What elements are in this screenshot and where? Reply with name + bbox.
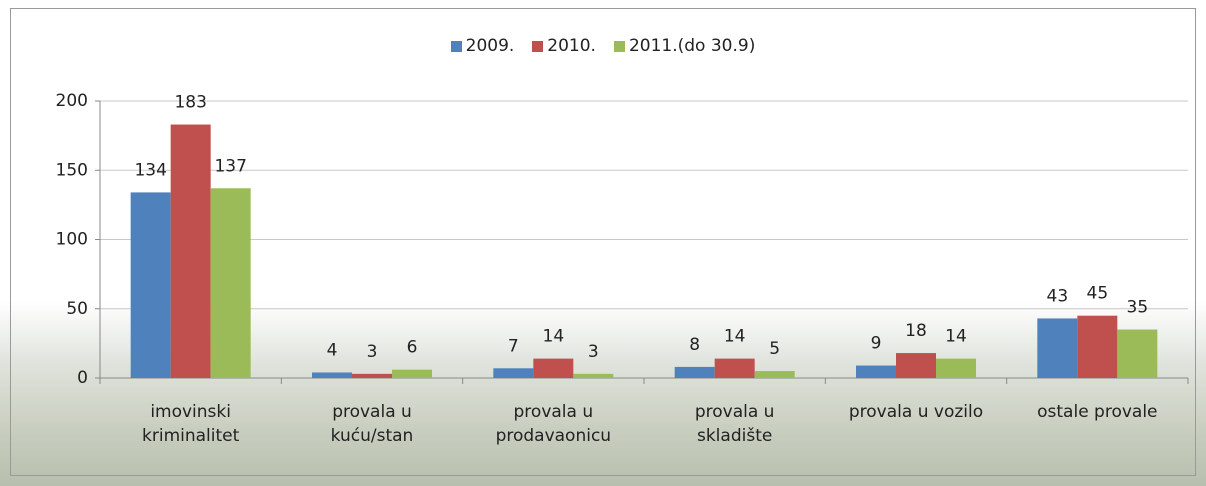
y-tick-label: 0: [77, 368, 88, 388]
bar: [493, 368, 533, 378]
data-label: 5: [769, 339, 780, 359]
data-label: 14: [945, 327, 967, 347]
legend-item: 2009.: [451, 36, 515, 56]
legend: 2009. 2010. 2011.(do 30.9): [0, 36, 1206, 56]
chart-page: 0501001502001341831374367143814591814434…: [0, 0, 1206, 486]
data-label: 43: [1047, 286, 1069, 306]
x-tick-label: provala u vozilo: [836, 400, 996, 424]
legend-item: 2011.(do 30.9): [614, 36, 755, 56]
data-label: 18: [905, 321, 927, 341]
bar: [896, 353, 936, 378]
legend-label: 2009.: [466, 36, 515, 56]
data-label: 3: [588, 342, 599, 362]
bar: [312, 372, 352, 378]
legend-swatch: [532, 41, 543, 52]
data-label: 14: [543, 327, 565, 347]
data-label: 7: [508, 336, 519, 356]
bar: [856, 366, 896, 378]
x-tick-label: imovinski kriminalitet: [111, 400, 271, 448]
data-label: 134: [134, 160, 166, 180]
legend-label: 2010.: [547, 36, 596, 56]
bar: [171, 125, 211, 378]
data-label: 3: [367, 342, 378, 362]
bar: [573, 374, 613, 378]
bar: [211, 188, 251, 378]
bar: [392, 370, 432, 378]
bar: [936, 359, 976, 378]
data-label: 183: [174, 93, 206, 113]
bar: [675, 367, 715, 378]
y-tick-label: 50: [66, 299, 88, 319]
x-tick-label: provala u kuću/stan: [292, 400, 452, 448]
bar: [1037, 318, 1077, 378]
data-label: 137: [214, 156, 246, 176]
bar: [1077, 316, 1117, 378]
x-tick-label: provala u prodavaonicu: [473, 400, 633, 448]
bar: [755, 371, 795, 378]
bar: [1117, 330, 1157, 378]
bar: [715, 359, 755, 378]
y-tick-label: 100: [56, 230, 88, 250]
data-label: 8: [689, 335, 700, 355]
data-label: 4: [327, 340, 338, 360]
legend-label: 2011.(do 30.9): [629, 36, 755, 56]
bar: [131, 192, 171, 378]
y-tick-label: 200: [56, 91, 88, 111]
bar: [352, 374, 392, 378]
data-label: 45: [1087, 284, 1109, 304]
x-tick-label: ostale provale: [1017, 400, 1177, 424]
x-tick-label: provala u skladište: [655, 400, 815, 448]
data-label: 6: [407, 338, 418, 358]
data-label: 14: [724, 327, 746, 347]
bar: [533, 359, 573, 378]
data-label: 9: [871, 334, 882, 354]
legend-item: 2010.: [532, 36, 596, 56]
legend-swatch: [451, 41, 462, 52]
legend-swatch: [614, 41, 625, 52]
data-label: 35: [1127, 298, 1149, 318]
y-tick-label: 150: [56, 160, 88, 180]
